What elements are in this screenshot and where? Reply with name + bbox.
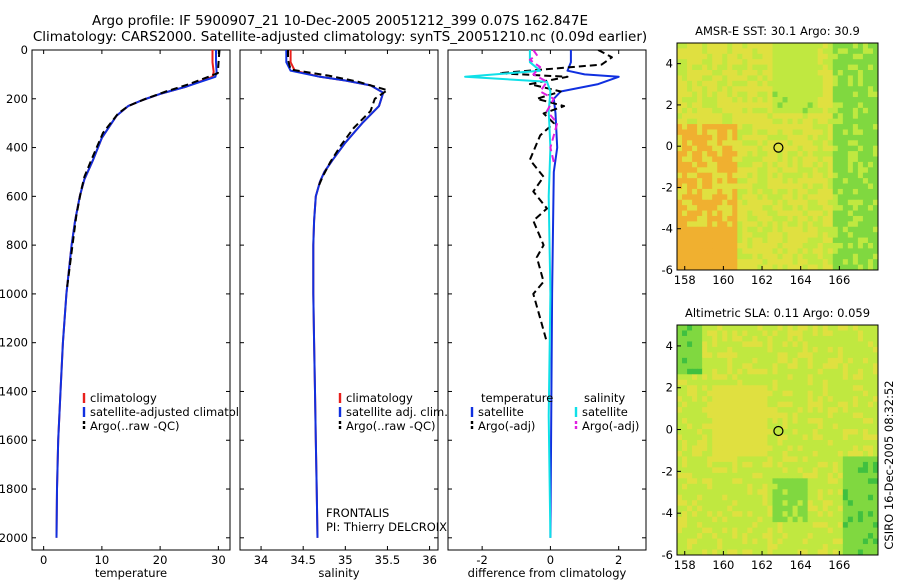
temperature-ytick-label: 1600 xyxy=(0,433,28,447)
difference-axes-frame xyxy=(447,49,647,551)
salinity-profile-panel: 34 34.5 35 35.5 36 salinity climatologysatelli… xyxy=(239,49,448,580)
difference-xtick-label: 2 xyxy=(615,553,622,567)
difference-legend-heading-temperature: temperature xyxy=(481,391,553,405)
difference-series-salinity-argo-adj- xyxy=(528,50,559,163)
salinity-xtick-label: 34 xyxy=(254,553,269,567)
temperature-xtick-label: 20 xyxy=(153,553,168,567)
sst-map-ytick-label: 4 xyxy=(666,57,673,71)
difference-legend-temp-satellite-label: satellite xyxy=(478,405,524,419)
salinity-xlabel: salinity xyxy=(318,566,359,580)
temperature-ytick-label: 1400 xyxy=(0,384,28,398)
sst-map-xtick-label: 164 xyxy=(790,273,812,287)
salinity-xtick-label: 35.5 xyxy=(375,553,401,567)
sla-map-ytick-label: 4 xyxy=(666,339,673,353)
sla-map-xtick-label: 160 xyxy=(712,558,734,572)
temperature-ytick-label: 600 xyxy=(6,189,28,203)
sla-map-frame xyxy=(676,324,879,556)
sla-map-heatmap-cells xyxy=(677,325,879,556)
difference-series-salinity-satellite xyxy=(464,50,552,538)
investigator-annotation-line2: PI: Thierry DELCROIX xyxy=(326,520,447,534)
sst-map-xtick-label: 162 xyxy=(751,273,773,287)
sla-map-ytick-label: 0 xyxy=(666,423,673,437)
temperature-ytick-label: 1000 xyxy=(0,287,28,301)
temperature-series-argo-raw-qc- xyxy=(65,50,221,290)
temperature-axes-frame xyxy=(31,49,231,551)
salinity-legend-argo-label: Argo(..raw -QC) xyxy=(346,419,436,433)
sst-map-ytick-label: -4 xyxy=(662,222,673,236)
sst-map-ytick-label: -6 xyxy=(662,263,673,277)
sst-map-frame xyxy=(676,42,879,271)
temperature-xtick-label: 30 xyxy=(211,553,226,567)
sla-map-ytick-label: -4 xyxy=(662,506,673,520)
difference-series-temperature-argo-adj- xyxy=(498,50,613,343)
salinity-series-group xyxy=(285,50,389,538)
figure-title-line2: Climatology: CARS2000. Satellite-adjuste… xyxy=(32,29,648,45)
salinity-legend-climatology-label: climatology xyxy=(346,391,413,405)
difference-series-group xyxy=(464,50,620,538)
salinity-axes-frame xyxy=(239,49,439,551)
temperature-ytick-label: 200 xyxy=(6,92,28,106)
difference-xtick-label: 0 xyxy=(547,553,554,567)
sst-map-ytick-label: 0 xyxy=(666,139,673,153)
temperature-legend-argo-label: Argo(..raw -QC) xyxy=(90,419,180,433)
difference-legend-temp-argo-label: Argo(-adj) xyxy=(478,419,535,433)
salinity-xtick-label: 35 xyxy=(338,553,353,567)
temperature-series-group xyxy=(55,50,221,538)
temperature-legend-climatology-label: climatology xyxy=(90,391,157,405)
sla-map-xtick-label: 158 xyxy=(674,558,696,572)
difference-xlabel: difference from climatology xyxy=(468,566,627,580)
sst-map-title: AMSR-E SST: 30.1 Argo: 30.9 xyxy=(695,24,860,38)
sst-map-heatmap-cells xyxy=(677,43,879,271)
salinity-series-satellite-adj-clim- xyxy=(285,50,385,538)
sla-map-title: Altimetric SLA: 0.11 Argo: 0.059 xyxy=(685,306,870,320)
temperature-ytick-label: 1200 xyxy=(0,336,28,350)
sst-map-xtick-label: 160 xyxy=(712,273,734,287)
sst-map-argo-marker xyxy=(773,142,784,153)
salinity-series-argo-raw-qc- xyxy=(287,50,389,187)
temperature-series-satellite-adjusted-climatology xyxy=(55,50,218,538)
salinity-xtick-label: 34.5 xyxy=(290,553,316,567)
salinity-legend-satellite-label: satellite adj. clim. xyxy=(346,405,448,419)
sla-map-xtick-label: 162 xyxy=(751,558,773,572)
difference-xtick-label: -2 xyxy=(476,553,487,567)
temperature-ytick-label: 0 xyxy=(21,43,28,57)
footer-credit: CSIRO 16-Dec-2005 08:32:52 xyxy=(882,380,896,549)
sst-map-xtick-label: 158 xyxy=(674,273,696,287)
difference-legend-sal-satellite-label: satellite xyxy=(582,405,628,419)
sst-map-ytick-label: 2 xyxy=(666,98,673,112)
temperature-ytick-label: 2000 xyxy=(0,531,28,545)
temperature-legend-satellite-label: satellite-adjusted climatology xyxy=(90,405,260,419)
sst-map-panel: AMSR-E SST: 30.1 Argo: 30.9 158 160 162 164 1… xyxy=(662,24,879,287)
temperature-xlabel: temperature xyxy=(95,566,167,580)
difference-legend-heading-salinity: salinity xyxy=(584,391,625,405)
sla-map-argo-marker xyxy=(773,425,784,437)
sla-map-panel: Altimetric SLA: 0.11 Argo: 0.059 158 160 16… xyxy=(662,306,879,572)
sla-map-xtick-label: 166 xyxy=(828,558,850,572)
sst-map-xtick-label: 166 xyxy=(828,273,850,287)
sla-map-ytick-label: -2 xyxy=(662,464,673,478)
sla-map-ytick-label: 2 xyxy=(666,381,673,395)
sla-map-ytick-label: -6 xyxy=(662,548,673,562)
sst-map-ytick-label: -2 xyxy=(662,180,673,194)
sla-map-xtick-label: 164 xyxy=(790,558,812,572)
temperature-profile-panel: 0 10 20 30 0 200 400 600 800 1000 1200 1400 1600 1800… xyxy=(0,43,260,580)
salinity-xtick-label: 36 xyxy=(422,553,437,567)
temperature-xtick-label: 0 xyxy=(40,553,47,567)
difference-legend-sal-argo-label: Argo(-adj) xyxy=(582,419,639,433)
investigator-annotation-line1: FRONTALIS xyxy=(326,506,389,520)
temperature-ytick-label: 800 xyxy=(6,238,28,252)
figure-title-line1: Argo profile: IF 5900907_21 10-Dec-2005 … xyxy=(91,13,589,29)
temperature-xtick-label: 10 xyxy=(95,553,110,567)
temperature-ytick-label: 400 xyxy=(6,141,28,155)
temperature-ytick-label: 1800 xyxy=(0,482,28,496)
